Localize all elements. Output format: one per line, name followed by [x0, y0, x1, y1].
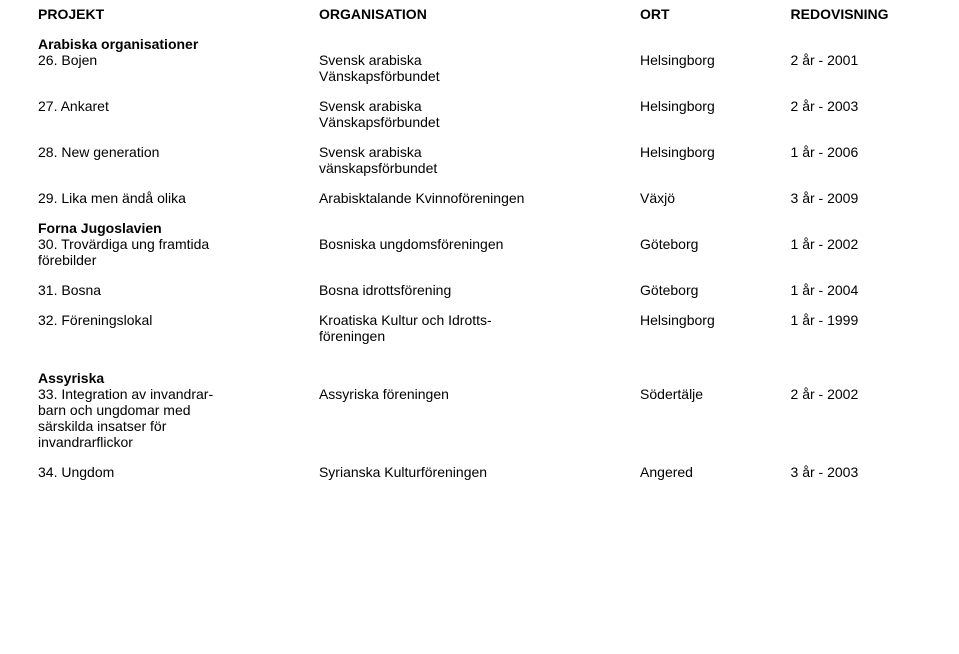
cell-redovisning: 3 år - 2009	[791, 190, 921, 206]
cell-projekt: 33. Integration av invandrar-	[38, 386, 319, 402]
table-row: vänskapsförbundet	[38, 160, 921, 176]
col-header-organisation: ORGANISATION	[319, 6, 640, 36]
cell-projekt: förebilder	[38, 252, 319, 268]
table-row: särskilda insatser för	[38, 418, 921, 434]
cell-projekt: 34. Ungdom	[38, 464, 319, 480]
table-row: 29. Lika men ändå olika Arabisktalande K…	[38, 190, 921, 206]
table-row: 30. Trovärdiga ung framtida Bosniska ung…	[38, 236, 921, 252]
table-row: Vänskapsförbundet	[38, 114, 921, 130]
cell-ort: Helsingborg	[640, 312, 791, 328]
cell-redovisning: 1 år - 2002	[791, 236, 921, 252]
cell-projekt: 30. Trovärdiga ung framtida	[38, 236, 319, 252]
cell-organisation: Vänskapsförbundet	[319, 68, 640, 84]
table-row: 33. Integration av invandrar- Assyriska …	[38, 386, 921, 402]
cell-projekt: 27. Ankaret	[38, 98, 319, 114]
project-table: PROJEKT ORGANISATION ORT REDOVISNING Ara…	[38, 6, 921, 480]
cell-ort: Södertälje	[640, 386, 791, 402]
cell-organisation: föreningen	[319, 328, 640, 344]
cell-redovisning: 1 år - 1999	[791, 312, 921, 328]
cell-projekt: 31. Bosna	[38, 282, 319, 298]
table-row: 31. Bosna Bosna idrottsförening Göteborg…	[38, 282, 921, 298]
table-row: föreningen	[38, 328, 921, 344]
cell-organisation: Vänskapsförbundet	[319, 114, 640, 130]
section-heading-assyriska: Assyriska	[38, 370, 921, 386]
cell-redovisning: 2 år - 2001	[791, 52, 921, 68]
cell-organisation: Arabisktalande Kvinnoföreningen	[319, 190, 640, 206]
cell-ort: Göteborg	[640, 236, 791, 252]
table-row: 32. Föreningslokal Kroatiska Kultur och …	[38, 312, 921, 328]
table-row: Vänskapsförbundet	[38, 68, 921, 84]
cell-redovisning: 3 år - 2003	[791, 464, 921, 480]
section-title: Assyriska	[38, 370, 319, 386]
section-heading-forna: Forna Jugoslavien	[38, 220, 921, 236]
table-row: 28. New generation Svensk arabiska Helsi…	[38, 144, 921, 160]
cell-projekt: barn och ungdomar med	[38, 402, 319, 418]
cell-organisation: Svensk arabiska	[319, 52, 640, 68]
table-row: förebilder	[38, 252, 921, 268]
cell-projekt: 29. Lika men ändå olika	[38, 190, 319, 206]
cell-ort: Helsingborg	[640, 52, 791, 68]
cell-organisation: Kroatiska Kultur och Idrotts-	[319, 312, 640, 328]
section-title: Forna Jugoslavien	[38, 220, 319, 236]
col-header-ort: ORT	[640, 6, 791, 36]
cell-organisation: Bosna idrottsförening	[319, 282, 640, 298]
cell-ort: Växjö	[640, 190, 791, 206]
cell-ort: Helsingborg	[640, 144, 791, 160]
cell-redovisning: 2 år - 2002	[791, 386, 921, 402]
col-header-projekt: PROJEKT	[38, 6, 319, 36]
table-row: invandrarflickor	[38, 434, 921, 450]
table-header-row: PROJEKT ORGANISATION ORT REDOVISNING	[38, 6, 921, 36]
cell-organisation: Bosniska ungdomsföreningen	[319, 236, 640, 252]
cell-ort: Angered	[640, 464, 791, 480]
section-heading-arabiska: Arabiska organisationer	[38, 36, 921, 52]
cell-organisation: Assyriska föreningen	[319, 386, 640, 402]
cell-organisation: vänskapsförbundet	[319, 160, 640, 176]
cell-organisation: Svensk arabiska	[319, 98, 640, 114]
table-row: 27. Ankaret Svensk arabiska Helsingborg …	[38, 98, 921, 114]
cell-redovisning: 1 år - 2004	[791, 282, 921, 298]
table-row: barn och ungdomar med	[38, 402, 921, 418]
cell-organisation: Syrianska Kulturföreningen	[319, 464, 640, 480]
cell-projekt: 28. New generation	[38, 144, 319, 160]
cell-projekt: 32. Föreningslokal	[38, 312, 319, 328]
cell-projekt: 26. Bojen	[38, 52, 319, 68]
cell-projekt: invandrarflickor	[38, 434, 319, 450]
col-header-redovisning: REDOVISNING	[791, 6, 921, 36]
cell-ort: Helsingborg	[640, 98, 791, 114]
cell-ort: Göteborg	[640, 282, 791, 298]
cell-redovisning: 1 år - 2006	[791, 144, 921, 160]
table-row: 34. Ungdom Syrianska Kulturföreningen An…	[38, 464, 921, 480]
cell-projekt: särskilda insatser för	[38, 418, 319, 434]
cell-redovisning: 2 år - 2003	[791, 98, 921, 114]
section-title: Arabiska organisationer	[38, 36, 319, 52]
cell-organisation: Svensk arabiska	[319, 144, 640, 160]
table-row: 26. Bojen Svensk arabiska Helsingborg 2 …	[38, 52, 921, 68]
